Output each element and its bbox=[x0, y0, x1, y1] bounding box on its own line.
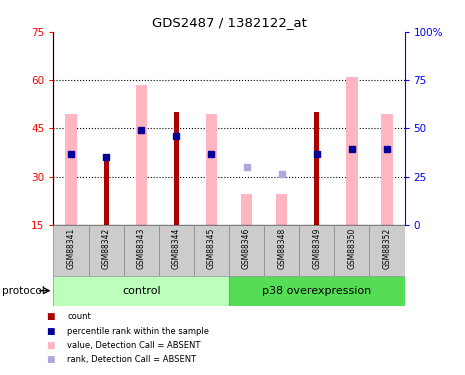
Text: GSM88346: GSM88346 bbox=[242, 228, 251, 269]
Text: ■: ■ bbox=[46, 312, 55, 321]
Text: GSM88343: GSM88343 bbox=[137, 228, 146, 269]
Bar bbox=[241, 194, 252, 225]
Text: p38 overexpression: p38 overexpression bbox=[262, 286, 372, 296]
Bar bbox=[299, 225, 334, 276]
Text: GSM88349: GSM88349 bbox=[312, 228, 321, 269]
Text: rank, Detection Call = ABSENT: rank, Detection Call = ABSENT bbox=[67, 355, 197, 364]
Bar bbox=[124, 225, 159, 276]
Text: ■: ■ bbox=[46, 327, 55, 336]
Bar bbox=[66, 114, 77, 225]
Text: GSM88348: GSM88348 bbox=[277, 228, 286, 269]
Text: GSM88344: GSM88344 bbox=[172, 228, 181, 269]
Bar bbox=[264, 225, 299, 276]
Text: GSM88342: GSM88342 bbox=[102, 228, 111, 269]
Bar bbox=[369, 225, 405, 276]
Text: count: count bbox=[67, 312, 91, 321]
Bar bbox=[104, 160, 109, 225]
Text: ■: ■ bbox=[46, 355, 55, 364]
Bar bbox=[174, 112, 179, 225]
Bar bbox=[334, 225, 370, 276]
Bar bbox=[276, 194, 287, 225]
Bar bbox=[206, 114, 217, 225]
Bar bbox=[314, 112, 319, 225]
Bar bbox=[229, 276, 405, 306]
Title: GDS2487 / 1382122_at: GDS2487 / 1382122_at bbox=[152, 16, 306, 29]
Text: value, Detection Call = ABSENT: value, Detection Call = ABSENT bbox=[67, 341, 201, 350]
Text: GSM88352: GSM88352 bbox=[383, 228, 392, 269]
Text: GSM88341: GSM88341 bbox=[66, 228, 75, 269]
Bar bbox=[346, 77, 358, 225]
Bar bbox=[53, 276, 229, 306]
Bar bbox=[159, 225, 194, 276]
Text: percentile rank within the sample: percentile rank within the sample bbox=[67, 327, 209, 336]
Bar bbox=[229, 225, 264, 276]
Bar bbox=[88, 225, 124, 276]
Text: ■: ■ bbox=[46, 341, 55, 350]
Bar bbox=[53, 225, 88, 276]
Bar bbox=[136, 85, 147, 225]
Bar bbox=[194, 225, 229, 276]
Text: GSM88350: GSM88350 bbox=[347, 228, 356, 269]
Bar bbox=[381, 114, 392, 225]
Text: control: control bbox=[122, 286, 160, 296]
Text: GSM88345: GSM88345 bbox=[207, 228, 216, 269]
Text: protocol: protocol bbox=[2, 286, 45, 296]
